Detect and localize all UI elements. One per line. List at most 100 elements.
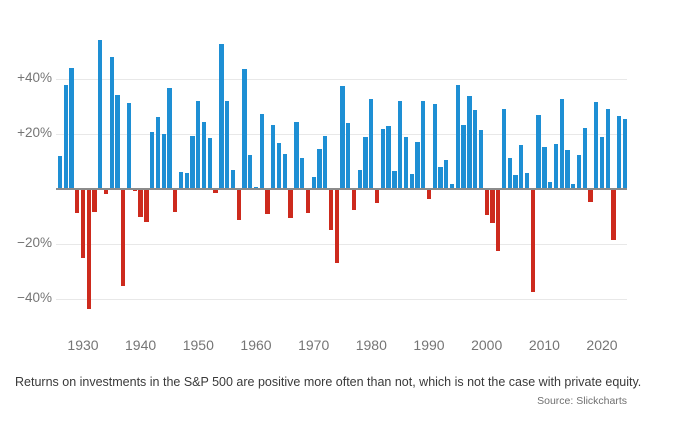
bar-1933[interactable] <box>98 40 103 188</box>
bar-2004[interactable] <box>507 158 512 188</box>
bar-1947[interactable] <box>178 172 184 188</box>
bar-1986[interactable] <box>403 137 409 188</box>
bar-2007[interactable] <box>524 173 530 188</box>
bar-2009[interactable] <box>536 115 541 188</box>
bar-1977[interactable] <box>351 190 357 210</box>
bar-1950[interactable] <box>196 101 201 188</box>
bar-1967[interactable] <box>294 122 299 188</box>
bar-2017[interactable] <box>582 128 587 188</box>
y-tick-label: +20% <box>17 125 52 141</box>
bar-1975[interactable] <box>340 86 345 188</box>
bar-1980[interactable] <box>369 99 374 188</box>
bar-1943[interactable] <box>155 117 161 188</box>
bar-1935[interactable] <box>109 57 114 188</box>
bar-1968[interactable] <box>299 158 305 188</box>
bar-1982[interactable] <box>380 129 386 188</box>
bar-2001[interactable] <box>490 190 495 223</box>
bar-1971[interactable] <box>317 149 322 188</box>
bar-1956[interactable] <box>230 170 236 188</box>
bar-1941[interactable] <box>144 190 149 222</box>
bar-1944[interactable] <box>161 134 166 188</box>
bar-2006[interactable] <box>519 145 524 188</box>
bar-1936[interactable] <box>115 95 120 188</box>
bar-1972[interactable] <box>323 136 328 188</box>
bar-1938[interactable] <box>126 103 132 188</box>
bar-1964[interactable] <box>276 143 282 188</box>
bar-1993[interactable] <box>444 160 449 188</box>
bar-1994[interactable] <box>449 184 455 188</box>
bar-2020[interactable] <box>599 137 605 188</box>
bar-1965[interactable] <box>282 154 287 188</box>
bar-2014[interactable] <box>565 150 570 188</box>
bar-2003[interactable] <box>501 109 507 188</box>
bar-2023[interactable] <box>617 116 622 188</box>
bar-1926[interactable] <box>57 156 63 188</box>
bar-1961[interactable] <box>259 114 264 188</box>
bar-2019[interactable] <box>594 102 599 188</box>
bar-1969[interactable] <box>305 190 311 213</box>
bar-1949[interactable] <box>190 136 195 188</box>
bar-1981[interactable] <box>374 190 380 203</box>
bar-2008[interactable] <box>530 190 535 292</box>
bar-2024[interactable] <box>622 119 628 188</box>
bar-1974[interactable] <box>334 190 339 263</box>
bar-1995[interactable] <box>455 85 461 188</box>
bar-2018[interactable] <box>588 190 593 202</box>
bar-1931[interactable] <box>86 190 91 309</box>
bar-1983[interactable] <box>386 126 391 188</box>
bar-1951[interactable] <box>201 122 207 188</box>
bar-2011[interactable] <box>547 182 553 188</box>
bar-1960[interactable] <box>253 187 259 188</box>
bar-1963[interactable] <box>271 125 276 188</box>
bar-1959[interactable] <box>248 155 253 188</box>
bar-2005[interactable] <box>513 175 518 188</box>
bar-1953[interactable] <box>213 190 218 193</box>
bar-1942[interactable] <box>150 132 155 188</box>
bar-1934[interactable] <box>103 190 109 194</box>
bar-1930[interactable] <box>80 190 86 258</box>
bar-1992[interactable] <box>438 167 443 188</box>
bar-1970[interactable] <box>311 177 316 188</box>
bar-1987[interactable] <box>409 174 414 188</box>
bar-2013[interactable] <box>559 99 564 188</box>
bar-1979[interactable] <box>363 137 368 188</box>
bar-1990[interactable] <box>426 190 432 199</box>
bar-1991[interactable] <box>432 104 437 188</box>
bar-1976[interactable] <box>346 123 351 188</box>
bar-2012[interactable] <box>553 144 559 188</box>
bar-2021[interactable] <box>605 109 610 188</box>
bar-1989[interactable] <box>421 101 426 188</box>
bar-1985[interactable] <box>398 101 403 188</box>
bar-1998[interactable] <box>473 110 478 188</box>
bar-1999[interactable] <box>478 130 484 188</box>
bar-1996[interactable] <box>461 125 466 188</box>
bar-2002[interactable] <box>496 190 501 251</box>
bar-1932[interactable] <box>92 190 97 212</box>
bar-1927[interactable] <box>63 85 68 188</box>
bar-1962[interactable] <box>265 190 270 214</box>
bar-1937[interactable] <box>121 190 126 286</box>
bar-1997[interactable] <box>467 96 472 188</box>
bar-1928[interactable] <box>69 68 74 188</box>
bar-1940[interactable] <box>138 190 143 217</box>
bar-1945[interactable] <box>167 88 172 188</box>
bar-1946[interactable] <box>173 190 178 212</box>
bar-1978[interactable] <box>357 170 362 188</box>
bar-1939[interactable] <box>132 190 138 191</box>
bar-2000[interactable] <box>484 190 489 215</box>
bar-1957[interactable] <box>236 190 241 220</box>
bar-1988[interactable] <box>415 142 420 188</box>
bar-2010[interactable] <box>542 147 547 188</box>
bar-1955[interactable] <box>224 101 230 188</box>
bar-1984[interactable] <box>392 171 397 188</box>
bar-1952[interactable] <box>207 138 212 188</box>
bar-2016[interactable] <box>576 155 582 188</box>
bar-1966[interactable] <box>288 190 293 218</box>
bar-1954[interactable] <box>219 44 224 188</box>
bar-2022[interactable] <box>611 190 616 240</box>
bar-1958[interactable] <box>242 69 247 188</box>
bar-1973[interactable] <box>328 190 334 230</box>
bar-2015[interactable] <box>571 184 576 188</box>
bar-1929[interactable] <box>75 190 80 213</box>
bar-1948[interactable] <box>184 173 189 188</box>
